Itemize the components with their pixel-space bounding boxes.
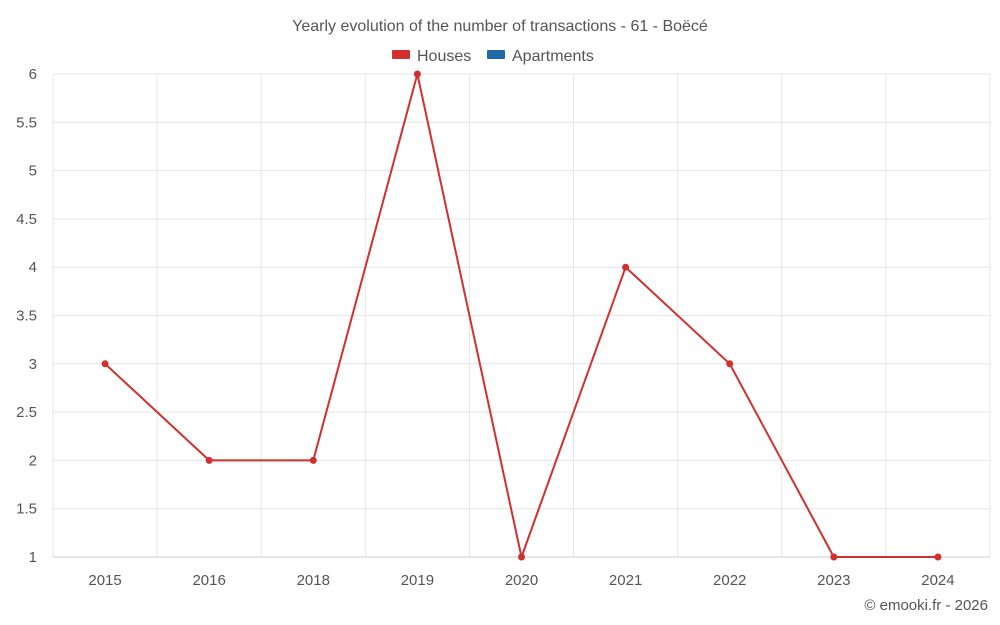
y-tick-label: 1 — [29, 549, 37, 566]
data-point[interactable] — [830, 553, 838, 561]
y-tick-label: 2 — [29, 452, 37, 469]
data-point[interactable] — [413, 70, 421, 78]
legend: Houses Apartments — [392, 48, 594, 65]
y-gridlines — [53, 73, 990, 510]
legend-label-apartments: Apartments — [512, 48, 594, 65]
data-point[interactable] — [518, 553, 525, 561]
x-axis-ticks: 2015 2016 2018 2019 2020 2021 2022 2023 2024 — [88, 572, 954, 589]
y-tick-label: 3 — [29, 356, 37, 373]
x-tick-label: 2024 — [921, 572, 954, 589]
y-tick-label: 4 — [29, 259, 37, 276]
legend-label-houses: Houses — [417, 48, 471, 65]
x-tick-label: 2020 — [505, 572, 538, 589]
data-point[interactable] — [101, 360, 109, 368]
y-tick-label: 3.5 — [16, 308, 37, 325]
legend-item-houses[interactable]: Houses — [392, 48, 471, 65]
y-tick-label: 1.5 — [16, 501, 37, 518]
y-tick-label: 6 — [29, 66, 37, 83]
y-tick-label: 5 — [29, 163, 37, 180]
x-tick-label: 2019 — [401, 572, 434, 589]
x-tick-label: 2021 — [609, 572, 642, 589]
y-axis-ticks: 1 1.5 2 2.5 3 3.5 4 4.5 5 5.5 6 — [16, 66, 37, 566]
data-point[interactable] — [726, 360, 734, 368]
series-houses — [101, 70, 942, 561]
x-tick-label: 2015 — [88, 572, 121, 589]
legend-swatch-apartments — [487, 50, 505, 59]
x-tick-label: 2022 — [713, 572, 746, 589]
data-point[interactable] — [205, 456, 213, 464]
y-tick-label: 5.5 — [16, 114, 37, 131]
y-tick-label: 4.5 — [16, 211, 37, 228]
data-point[interactable] — [934, 553, 942, 561]
legend-item-apartments[interactable]: Apartments — [487, 48, 594, 65]
data-point[interactable] — [622, 263, 630, 271]
x-tick-label: 2016 — [192, 572, 225, 589]
data-point[interactable] — [309, 456, 317, 464]
copyright-footer: © emooki.fr - 2026 — [864, 597, 988, 614]
chart-title: Yearly evolution of the number of transa… — [292, 18, 708, 35]
y-tick-label: 2.5 — [16, 404, 37, 421]
x-tick-label: 2018 — [297, 572, 330, 589]
x-tick-label: 2023 — [817, 572, 850, 589]
legend-swatch-houses — [392, 50, 410, 59]
